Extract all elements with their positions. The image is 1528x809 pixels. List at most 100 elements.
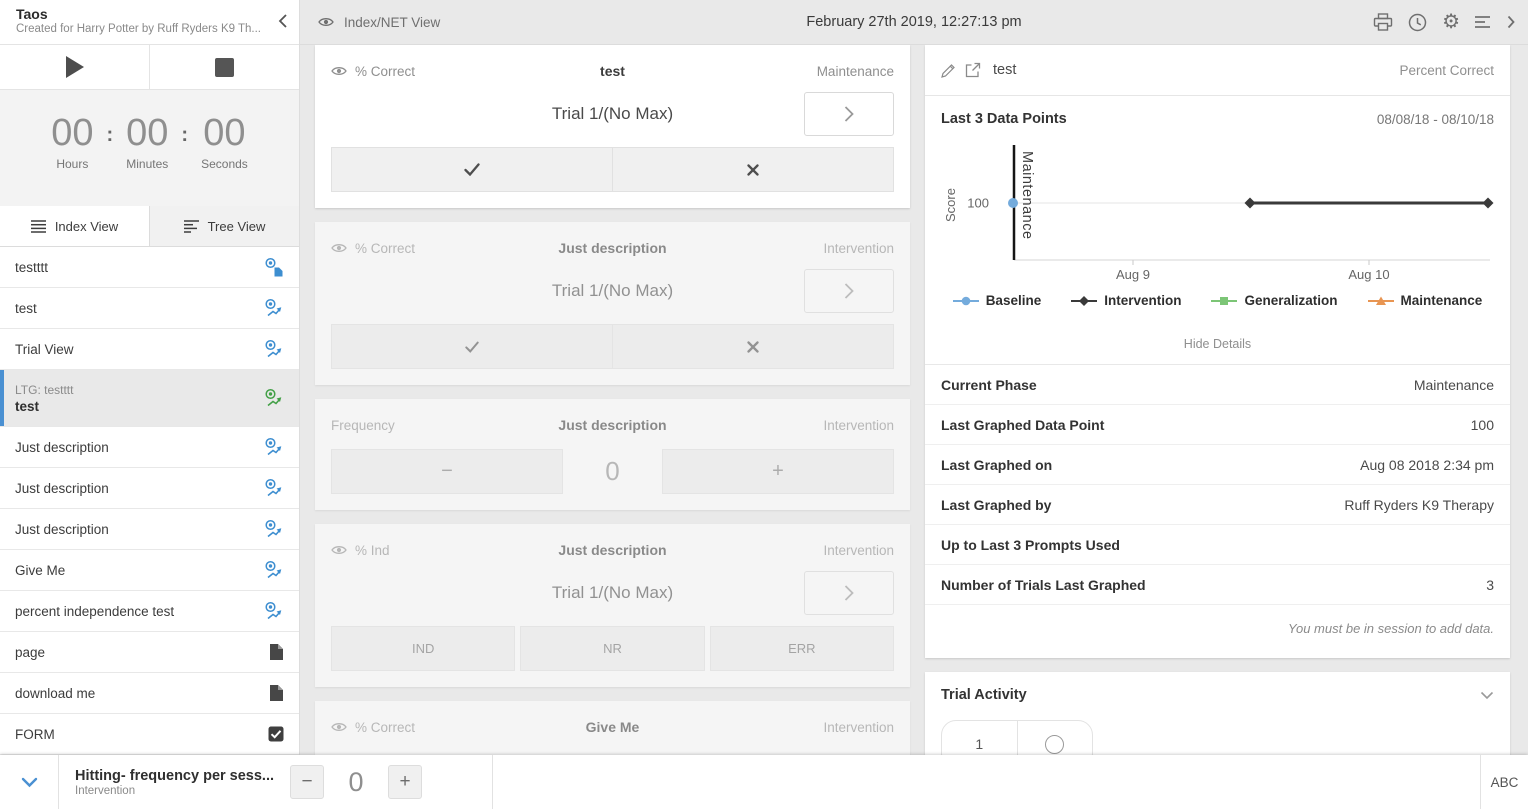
trial-counter: Trial 1/(No Max) [551,104,674,123]
play-button[interactable] [0,45,149,89]
detail-row: Last Graphed by Ruff Ryders K9 Therapy [925,485,1510,525]
trial-activity-title: Trial Activity [941,687,1027,703]
page-number[interactable]: 1 [975,736,984,752]
correct-button[interactable] [331,147,613,192]
legend-baseline[interactable]: Baseline [952,293,1041,308]
status-circle-icon[interactable] [1016,721,1093,755]
list-item[interactable]: Just description [0,509,299,550]
increment-button[interactable]: + [662,449,894,494]
legend-maintenance[interactable]: Maintenance [1367,293,1482,308]
generalization-marker-icon [1211,296,1238,305]
list-item-selected[interactable]: LTG: testttt test [0,370,299,427]
chart-date-range: 08/08/18 - 08/10/18 [1376,111,1494,127]
detail-title: test [993,62,1017,78]
eye-icon[interactable] [331,721,347,733]
list-item[interactable]: page [0,632,299,673]
card-title: test [600,63,625,79]
eye-icon[interactable] [331,242,347,254]
eye-icon[interactable] [331,544,347,556]
chevron-right-icon [844,585,854,601]
document-icon [262,643,284,661]
target-graph-icon [262,560,284,580]
err-button[interactable]: ERR [709,626,894,671]
card-phase: Intervention [823,542,894,558]
view-mode[interactable]: Index/NET View [318,15,440,30]
next-trial-button[interactable] [804,571,894,615]
nr-button[interactable]: NR [520,626,705,671]
target-graph-icon [262,298,284,318]
panel-menu-icon[interactable] [1475,15,1492,29]
phase-line-label: Maintenance [1019,151,1035,240]
abc-data-button[interactable]: ABC [1480,755,1528,809]
target-detail-panel: test Percent Correct Last 3 Data Points … [925,45,1510,658]
collapse-tracker-chevron-icon[interactable] [0,777,58,788]
next-trial-button[interactable] [804,92,894,136]
list-item[interactable]: FORM [0,714,299,755]
detail-measure-type: Percent Correct [1399,62,1494,78]
hide-details-link[interactable]: Hide Details [925,324,1510,365]
card-title: Just description [558,417,667,433]
incorrect-button[interactable] [613,147,894,192]
correct-button[interactable] [331,324,613,369]
chart-y-tick: 100 [967,196,989,211]
list-item[interactable]: download me [0,673,299,714]
trial-activity-panel: Trial Activity 1 [925,672,1510,755]
tracker-decrement-button[interactable]: − [290,765,325,799]
tab-index-view[interactable]: Index View [0,206,150,246]
settings-gear-icon[interactable]: ⚙ [1442,11,1460,33]
session-note: You must be in session to add data. [1288,621,1494,636]
topbar-actions: ⚙ [1373,12,1515,32]
legend-intervention[interactable]: Intervention [1071,293,1181,308]
tracker-count: 0 [348,766,364,797]
card-title: Give Me [585,719,640,735]
play-icon [65,56,84,78]
ind-button[interactable]: IND [331,626,516,671]
eye-icon[interactable] [331,65,347,77]
chevron-right-icon [844,283,854,299]
check-icon [464,163,480,176]
list-item[interactable]: percent independence test [0,591,299,632]
list-item[interactable]: Just description [0,468,299,509]
incorrect-button[interactable] [613,324,894,369]
session-card-give-me: % Correct Give Me Intervention [315,701,910,755]
list-item[interactable]: testttt [0,247,299,288]
next-trial-button[interactable] [804,269,894,313]
detail-row: Current Phase Maintenance [925,365,1510,405]
intervention-marker-icon [1071,295,1098,306]
target-graph-icon [262,601,284,621]
history-clock-icon[interactable] [1408,13,1427,32]
decrement-button[interactable]: − [331,449,563,494]
tab-tree-view[interactable]: Tree View [150,206,299,246]
measure-type: % Correct [355,63,416,79]
session-card-percent-ind: % Ind Just description Intervention Tria… [315,524,910,687]
legend-generalization[interactable]: Generalization [1211,293,1338,308]
expand-panel-chevron-icon[interactable] [1507,15,1515,29]
collapse-chevron-icon[interactable] [1480,691,1494,700]
open-in-new-icon[interactable] [965,62,981,78]
detail-row: Last Graphed on Aug 08 2018 2:34 pm [925,445,1510,485]
measure-type: % Correct [355,240,416,256]
tree-view-icon [183,219,199,233]
collapse-sidebar-icon[interactable] [278,13,288,29]
target-document-icon [262,257,284,277]
eye-icon [318,18,334,26]
index-view-icon [30,219,46,233]
card-phase: Intervention [823,240,894,256]
intervention-data-point [1244,197,1256,209]
document-icon [262,684,284,702]
print-icon[interactable] [1373,13,1393,31]
baseline-marker-icon [952,296,979,305]
edit-pencil-icon[interactable] [941,63,956,78]
list-item[interactable]: Give Me [0,550,299,591]
list-item[interactable]: test [0,288,299,329]
target-list: testttt test Trial View LTG: testttt [0,247,299,755]
session-timer: 00 Hours : 00 Minutes : 00 Seconds [0,90,299,206]
bottom-tracker-bar: Hitting- frequency per sess... Intervent… [0,755,1528,809]
stop-button[interactable] [149,45,299,89]
session-card-frequency: Frequency Just description Intervention … [315,399,910,510]
trial-counter: Trial 1/(No Max) [551,281,674,300]
list-item[interactable]: Trial View [0,329,299,370]
tracker-increment-button[interactable]: + [388,765,423,799]
list-item-parent: LTG: testttt [15,382,74,397]
list-item[interactable]: Just description [0,427,299,468]
